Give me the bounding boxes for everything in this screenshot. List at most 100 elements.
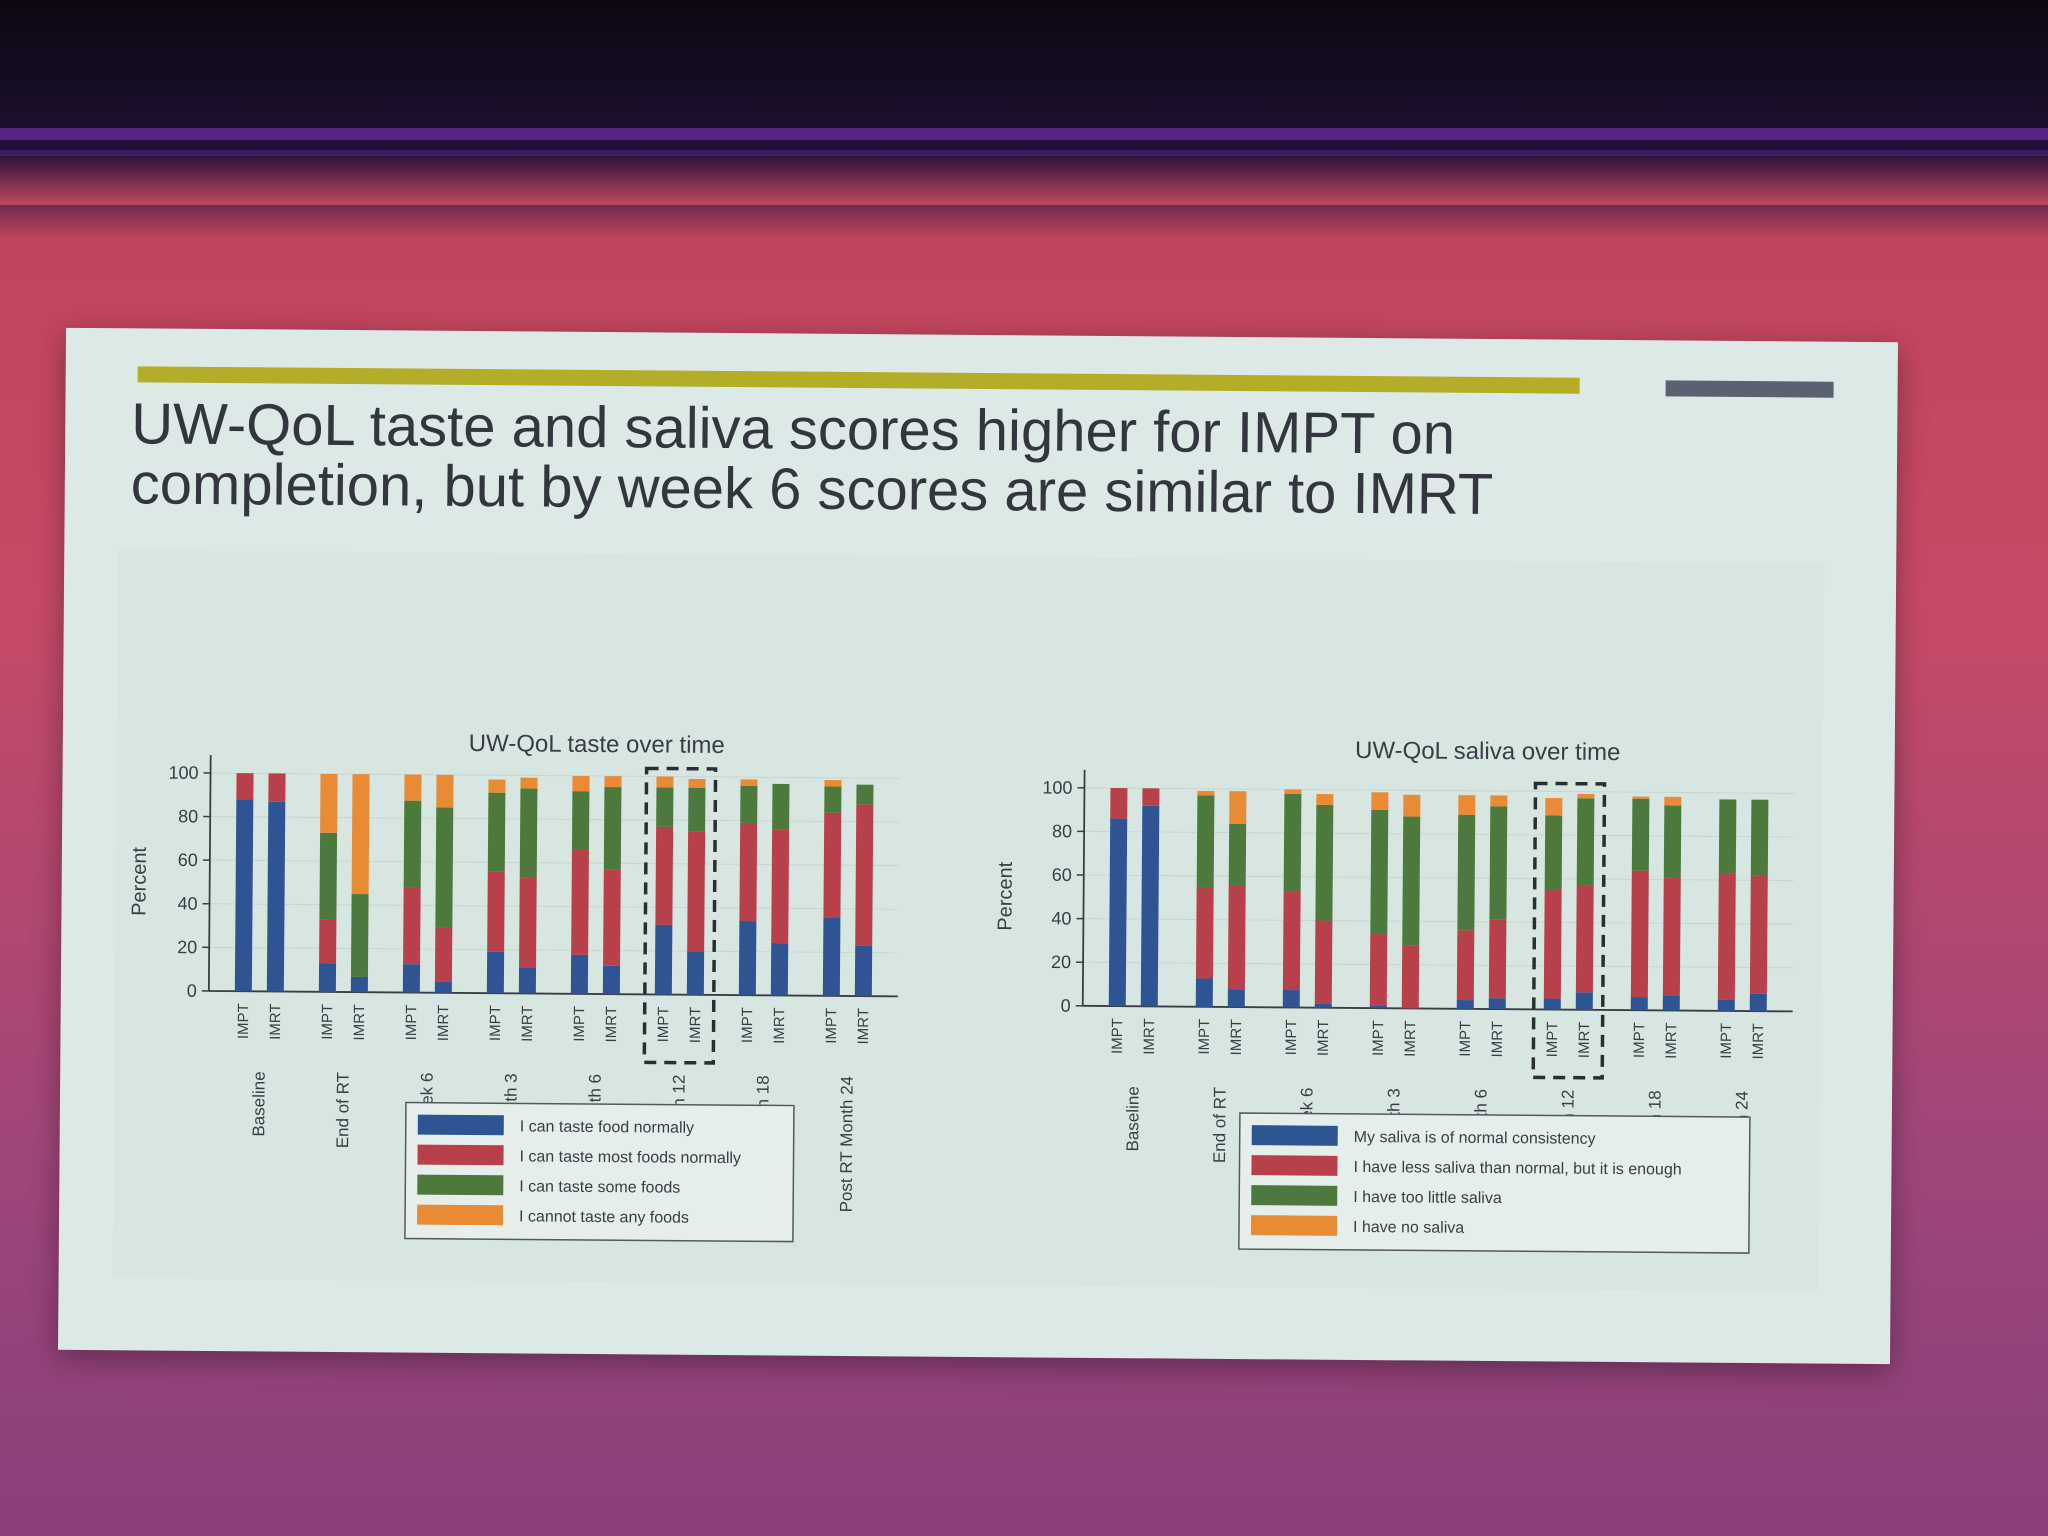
bar-segment (486, 951, 505, 994)
bar-segment (571, 849, 589, 955)
slide-accent-gray-bar (1665, 380, 1834, 398)
x-tick-label-arm: IMRT (1228, 1019, 1245, 1056)
bar-segment (854, 945, 873, 997)
bar-segment (488, 779, 506, 793)
bar-segment (1575, 992, 1593, 1010)
x-tick-label-arm: IMRT (1402, 1020, 1419, 1057)
bar-segment (1749, 875, 1768, 994)
x-tick-label-arm: IMPT (235, 1003, 252, 1039)
bar-segment (434, 927, 453, 982)
legend-label: My saliva is of normal consistency (1354, 1129, 1596, 1148)
bar-segment (655, 826, 674, 925)
bar-segment (519, 788, 538, 878)
bar-segment (1630, 997, 1648, 1011)
x-tick-label-arm: IMPT (571, 1006, 588, 1042)
bar-segment (1717, 999, 1735, 1011)
x-tick-label-group: Baseline (1123, 1086, 1143, 1151)
gridline (1084, 787, 1795, 794)
bar-segment (1662, 877, 1681, 996)
bar-segment (350, 893, 369, 977)
bar-segment (1140, 805, 1160, 1007)
bar-segment (656, 787, 674, 827)
bar-segment (319, 919, 337, 964)
bar-segment (403, 800, 422, 888)
bar-segment (1283, 793, 1302, 892)
bar-segment (1488, 919, 1507, 999)
x-tick-label-group: End of RT (333, 1072, 353, 1148)
gridline (1084, 830, 1795, 838)
bar-segment (1632, 796, 1650, 799)
bar-segment (1717, 873, 1736, 1001)
legend-swatch (1250, 1215, 1338, 1236)
legend-swatch (417, 1114, 504, 1136)
gridline (209, 859, 899, 867)
x-tick-label-arm: IMRT (519, 1005, 536, 1042)
bar-segment (1314, 920, 1333, 1004)
y-tick-label: 100 (168, 763, 198, 783)
bar-segment (1370, 809, 1389, 935)
legend-label: I have too little saliva (1353, 1189, 1502, 1207)
bar-segment (1662, 995, 1680, 1011)
bar-segment (350, 976, 368, 993)
bar-segment (1227, 884, 1246, 990)
x-tick-label-arm: IMPT (1718, 1023, 1735, 1059)
gridline (210, 816, 900, 823)
bar-segment (436, 774, 454, 808)
bar-segment (1664, 796, 1682, 806)
bar-segment (856, 784, 874, 805)
gridline (210, 772, 900, 779)
saliva-chart-panel: UW-QoL saliva over time Percent 0 20 40 60 80 1… (978, 557, 1825, 1292)
bar-segment (1229, 791, 1247, 824)
x-tick-label-arm: IMRT (1750, 1023, 1767, 1060)
bar-segment (518, 967, 537, 994)
bar-segment (656, 776, 674, 788)
bar-segment (1282, 989, 1300, 1008)
bar-segment (1314, 1003, 1332, 1008)
bar-segment (1575, 885, 1594, 993)
bar-segment (1197, 790, 1215, 796)
bar-segment (1369, 1005, 1387, 1009)
legend-label: I have no saliva (1353, 1219, 1464, 1237)
bar-segment (351, 774, 370, 895)
bar-segment (1490, 795, 1508, 807)
bar-segment (402, 964, 421, 993)
bar-segment (404, 774, 422, 801)
x-tick-label-arm: IMPT (1283, 1019, 1300, 1055)
bar-segment (772, 783, 790, 830)
y-tick-label: 0 (187, 981, 197, 1001)
bar-segment (1403, 794, 1421, 817)
bar-segment (1543, 889, 1562, 999)
y-tick-label: 60 (1052, 865, 1072, 885)
x-tick-label-arm: IMRT (351, 1004, 368, 1041)
bar-segment (1489, 806, 1508, 920)
x-tick-label-group: End of RT (1210, 1087, 1230, 1163)
x-tick-label-arm: IMPT (319, 1004, 336, 1040)
legend-swatch (1251, 1155, 1338, 1176)
presentation-slide: UW-QoL taste and saliva scores higher fo… (58, 327, 1898, 1365)
x-tick-label-arm: IMPT (739, 1007, 756, 1043)
y-tick-label: 20 (177, 937, 197, 957)
bar-segment (1108, 818, 1128, 1007)
x-tick-label-arm: IMPT (1631, 1022, 1648, 1058)
x-tick-label-arm: IMRT (1315, 1020, 1332, 1057)
bar-segment (1630, 870, 1649, 998)
bar-segment (487, 871, 505, 952)
bar-segment (1544, 815, 1563, 890)
bar-segment (236, 773, 254, 800)
y-axis-label: Percent (994, 861, 1017, 931)
saliva-chart: UW-QoL saliva over time Percent 0 20 40 60 80 1… (994, 737, 1795, 1254)
y-tick-label: 60 (178, 850, 198, 870)
x-tick-label-arm: IMPT (823, 1008, 840, 1044)
legend-swatch (1251, 1125, 1338, 1146)
legend-swatch (1251, 1185, 1338, 1206)
bar-segment (739, 822, 758, 922)
bar-segment (320, 773, 338, 833)
bar-segment (824, 779, 842, 787)
bar-segment (1631, 798, 1650, 871)
bar-segment (1195, 886, 1214, 979)
y-tick-label: 100 (1042, 778, 1072, 798)
slide-title: UW-QoL taste and saliva scores higher fo… (130, 391, 1494, 528)
bar-segment (740, 779, 758, 786)
x-tick-label-arm: IMRT (1576, 1022, 1593, 1059)
bar-segment (770, 943, 789, 996)
